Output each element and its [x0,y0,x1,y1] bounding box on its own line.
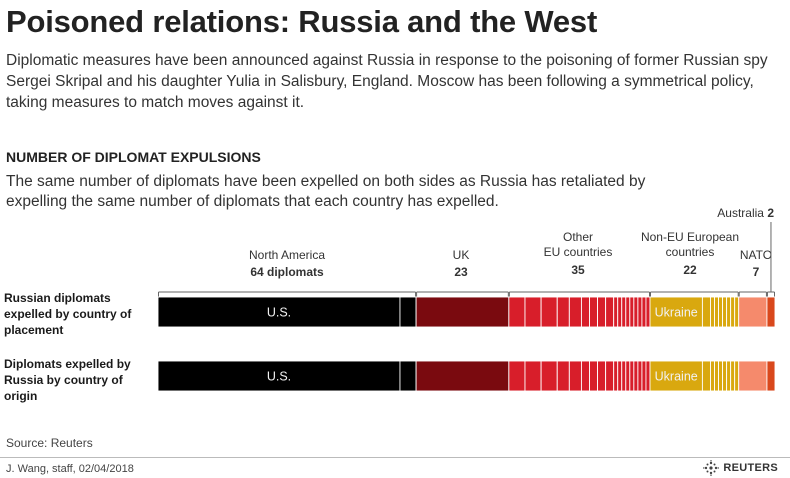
bar-row0-non-eu-european-countries-seg6 [726,296,732,328]
group-value-other-eu-countries: 35 [571,263,585,277]
bar-row1-other-eu-countries-seg10 [617,360,623,392]
bar-row1-non-eu-european-countries-seg6 [726,360,732,392]
bar-row0-north-america-seg0 [157,296,401,328]
bar-row1-north-america-seg1 [399,360,417,392]
bar-row0-other-eu-countries-seg5 [580,296,590,328]
bar-row1-north-america-seg0 [157,360,401,392]
bar-row1-other-eu-countries-seg13 [629,360,635,392]
bar-row0-other-eu-countries-seg12 [625,296,631,328]
row-label-placement: Russian diplomats expelled by country of… [4,291,132,337]
bar-row0-other-eu-countries-seg7 [597,296,607,328]
bar-row1-other-eu-countries-seg11 [621,360,627,392]
bar-row1-other-eu-countries-seg6 [589,360,599,392]
bar-row1-other-eu-countries-seg2 [540,360,558,392]
bar-row0-other-eu-countries-seg1 [524,296,542,328]
segment-label-row0-non-eu-european-countries-ukraine: Ukraine [655,306,698,320]
section-description: The same number of diplomats have been e… [6,173,646,210]
bar-row1-other-eu-countries-seg3 [556,360,570,392]
bar-row1-non-eu-european-countries-seg7 [730,360,736,392]
bar-row0-other-eu-countries-seg0 [508,296,526,328]
bar-row1-non-eu-european-countries-seg2 [710,360,715,392]
bar-row1-other-eu-countries-seg9 [613,360,619,392]
group-label-non-eu-european-countries-line1: Non-EU European [641,230,739,244]
bar-row0-other-eu-countries-seg6 [589,296,599,328]
bar-row1-other-eu-countries-seg4 [568,360,582,392]
bar-row0-nato-seg0 [738,296,768,328]
bar-row0-other-eu-countries-seg4 [568,296,582,328]
bar-row0-other-eu-countries-seg2 [540,296,558,328]
bar-row0-non-eu-european-countries-seg2 [710,296,715,328]
bar-row1-other-eu-countries-seg8 [605,360,615,392]
row-label-origin: Diplomats expelled by Russia by country … [4,357,131,403]
bar-row1-other-eu-countries-seg7 [597,360,607,392]
bar-row1-uk-seg0 [415,360,510,392]
bar-row1-non-eu-european-countries-seg0 [649,360,703,392]
bar-row0-other-eu-countries-seg14 [633,296,639,328]
bar-row0-non-eu-european-countries-seg0 [649,296,703,328]
bar-row0-other-eu-countries-seg16 [641,296,647,328]
credit-line: J. Wang, staff, 02/04/2018 [6,463,134,475]
reuters-logo: REUTERS [703,460,778,476]
group-value-non-eu-european-countries: 22 [683,263,697,277]
bar-row0-non-eu-european-countries-seg8 [734,296,740,328]
bar-row0-other-eu-countries-seg13 [629,296,635,328]
group-label-north-america: North America [249,248,325,262]
group-label-nato: NATO [740,248,772,262]
bar-row1-australia-seg0 [766,360,776,392]
bar-row1-other-eu-countries-seg15 [637,360,643,392]
bar-row1-non-eu-european-countries-seg5 [722,360,728,392]
bar-row0-non-eu-european-countries-seg3 [714,296,719,328]
bar-row0-north-america-seg1 [399,296,417,328]
bar-row0-other-eu-countries-seg17 [645,296,651,328]
bar-row1-other-eu-countries-seg1 [524,360,542,392]
source-note: Source: Reuters [6,436,93,450]
group-label-australia: Australia 2 [717,206,774,220]
bar-row1-other-eu-countries-seg0 [508,360,526,392]
bar-row0-other-eu-countries-seg15 [637,296,643,328]
group-label-uk: UK [453,248,470,262]
group-label-other-eu-countries-line1: Other [563,230,593,244]
bar-row1-non-eu-european-countries-seg8 [734,360,740,392]
bar-row1-other-eu-countries-seg17 [645,360,651,392]
bar-row0-non-eu-european-countries-seg4 [718,296,724,328]
bar-row0-non-eu-european-countries-seg5 [722,296,728,328]
group-value-nato: 7 [753,265,760,279]
bar-row1-other-eu-countries-seg5 [580,360,590,392]
bar-row1-non-eu-european-countries-seg1 [701,360,711,392]
group-value-north-america: 64 diplomats [250,265,324,279]
bar-row0-non-eu-european-countries-seg1 [701,296,711,328]
footer-divider [0,457,790,458]
bar-row0-australia-seg0 [766,296,776,328]
group-label-non-eu-european-countries-line2: countries [666,245,715,259]
reuters-logo-icon [703,460,720,476]
bar-row0-uk-seg0 [415,296,510,328]
chart-subtitle: Diplomatic measures have been announced … [6,52,768,111]
bar-row1-nato-seg0 [738,360,768,392]
bar-row0-other-eu-countries-seg11 [621,296,627,328]
bar-row1-non-eu-european-countries-seg3 [714,360,719,392]
segment-label-row1-north-america-u-s-: U.S. [267,370,291,384]
bar-row1-other-eu-countries-seg16 [641,360,647,392]
bar-row1-non-eu-european-countries-seg4 [718,360,724,392]
group-value-uk: 23 [454,265,468,279]
chart-title: Poisoned relations: Russia and the West [6,4,598,39]
bar-row1-other-eu-countries-seg14 [633,360,639,392]
segment-label-row1-non-eu-european-countries-ukraine: Ukraine [655,370,698,384]
bar-row0-other-eu-countries-seg9 [613,296,619,328]
segment-label-row0-north-america-u-s-: U.S. [267,306,291,320]
bar-row0-other-eu-countries-seg10 [617,296,623,328]
group-label-other-eu-countries-line2: EU countries [544,245,613,259]
section-title: NUMBER OF DIPLOMAT EXPULSIONS [6,149,261,165]
bar-row0-non-eu-european-countries-seg7 [730,296,736,328]
bar-row0-other-eu-countries-seg3 [556,296,570,328]
bar-row0-other-eu-countries-seg8 [605,296,615,328]
reuters-logo-text: REUTERS [723,462,778,474]
bar-row1-other-eu-countries-seg12 [625,360,631,392]
